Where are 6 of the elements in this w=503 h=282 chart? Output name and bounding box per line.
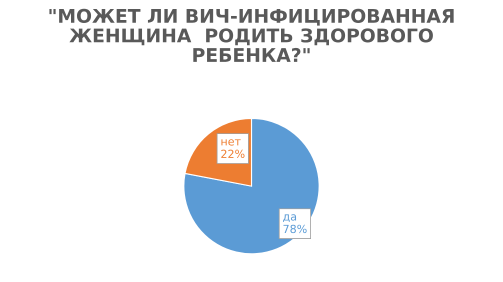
- chart-title: "МОЖЕТ ЛИ ВИЧ-ИНФИЦИРОВАННАЯ ЖЕНЩИНА РОДИТЬ ЗДОРОВОГО РЕБЕНКА?": [49, 8, 454, 62]
- slice-label: нет: [221, 139, 241, 146]
- data-label: 78%: [283, 224, 307, 234]
- slice-label: да: [283, 214, 296, 222]
- pie-slice: [183, 118, 320, 254]
- data-label: 22%: [221, 150, 245, 158]
